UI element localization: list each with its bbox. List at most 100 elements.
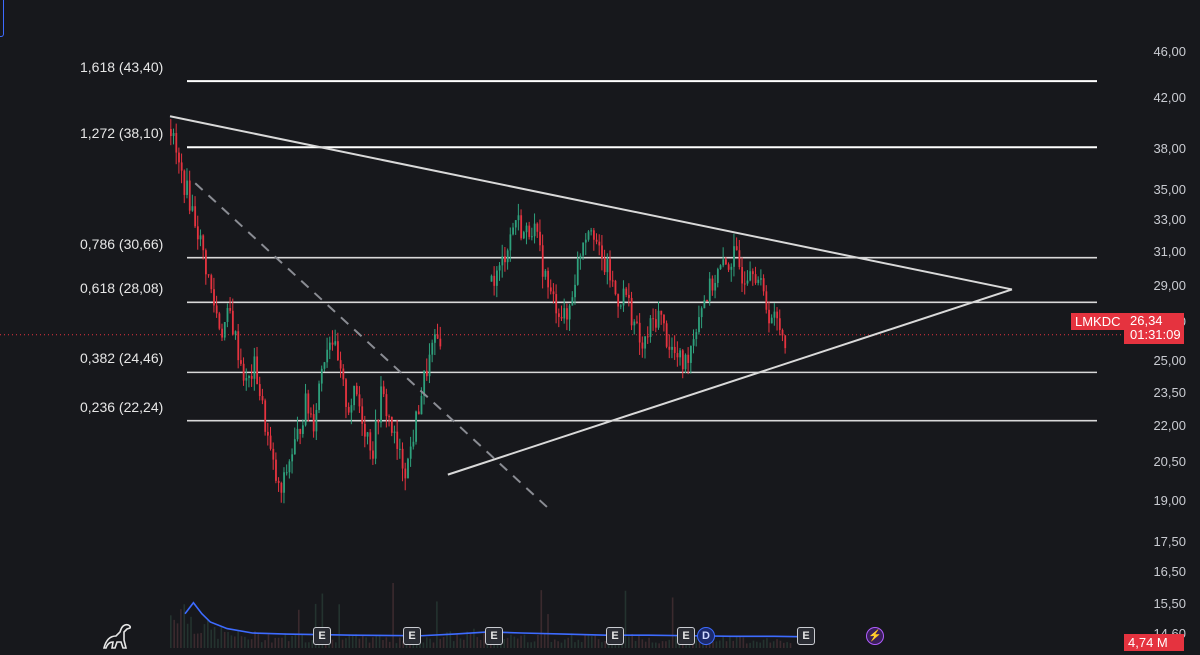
volume-bar xyxy=(530,642,532,648)
flash-event-icon[interactable]: ⚡ xyxy=(866,627,884,645)
volume-bar xyxy=(543,633,546,648)
fib-level-label: 1,618 (43,40) xyxy=(80,59,164,76)
volume-bar xyxy=(348,634,351,648)
volume-bar xyxy=(506,637,509,648)
candle-body xyxy=(541,245,544,277)
candle-body xyxy=(283,472,285,493)
candle-body xyxy=(180,162,183,171)
candle-body xyxy=(213,289,215,306)
candle-body xyxy=(234,331,237,335)
volume-bar xyxy=(355,634,357,648)
candle-body xyxy=(417,411,420,415)
candle-body xyxy=(285,472,288,474)
volume-bar xyxy=(388,641,391,648)
volume-bar xyxy=(547,614,549,648)
candle-body xyxy=(353,385,356,406)
candle-body xyxy=(339,360,342,369)
candle-body xyxy=(703,300,706,309)
candle-body xyxy=(590,230,593,232)
volume-bar xyxy=(651,642,654,648)
candle-body xyxy=(366,432,369,437)
candle-body xyxy=(312,414,315,432)
candle-body xyxy=(706,300,708,302)
candle-body xyxy=(593,230,595,240)
volume-bar xyxy=(634,641,637,648)
volume-bar xyxy=(429,638,431,648)
y-tick-label: 35,00 xyxy=(1153,182,1186,198)
candle-body xyxy=(579,255,582,259)
candle-body xyxy=(628,294,630,298)
volume-bar xyxy=(533,641,536,648)
volume-bar xyxy=(301,634,303,648)
volume-bar xyxy=(718,640,721,648)
volume-bar xyxy=(392,582,394,648)
candle-body xyxy=(730,266,733,270)
earnings-event-icon[interactable]: E xyxy=(313,627,331,645)
candle-body xyxy=(186,180,188,195)
candle-body xyxy=(657,310,660,328)
candle-body xyxy=(506,250,509,263)
candle-body xyxy=(310,413,312,415)
candle-body xyxy=(242,363,245,381)
earnings-event-icon[interactable]: E xyxy=(403,627,421,645)
candle-body xyxy=(261,396,264,401)
volume-bar xyxy=(587,634,590,648)
earnings-event-icon[interactable]: E xyxy=(606,627,624,645)
candle-body xyxy=(320,368,323,384)
candle-body xyxy=(415,411,417,442)
volume-bar xyxy=(479,639,482,648)
earnings-event-icon[interactable]: E xyxy=(485,627,503,645)
candle-body xyxy=(223,322,226,338)
candle-body xyxy=(347,406,350,413)
candle-body xyxy=(646,336,649,338)
volume-bar xyxy=(207,619,209,648)
volume-bar xyxy=(550,641,553,648)
volume-bar xyxy=(452,641,455,648)
candle-body xyxy=(183,170,186,195)
candle-body xyxy=(253,356,256,379)
candle-body xyxy=(574,284,576,298)
candlesticks xyxy=(170,119,787,504)
volume-bar xyxy=(425,637,428,648)
candle-body xyxy=(304,393,307,426)
volume-bar xyxy=(510,634,512,648)
volume-bar xyxy=(580,642,583,648)
y-tick-label: 22,00 xyxy=(1153,418,1186,434)
volume-bar xyxy=(591,636,593,648)
candle-body xyxy=(576,258,579,285)
volume-bar xyxy=(284,633,287,648)
volume-bar xyxy=(597,639,600,648)
candle-body xyxy=(221,328,223,338)
candle-body xyxy=(296,428,299,440)
candle-body xyxy=(552,291,555,295)
candle-body xyxy=(566,308,568,320)
candle-body xyxy=(760,278,762,280)
candle-body xyxy=(215,305,218,314)
candle-body xyxy=(514,220,517,228)
volume-bar xyxy=(560,642,563,648)
candle-body xyxy=(380,386,382,423)
volume-bar xyxy=(233,636,236,648)
candle-body xyxy=(528,225,531,237)
volume-bar xyxy=(681,643,684,648)
candle-body xyxy=(633,321,636,326)
candle-body xyxy=(178,152,180,163)
volume-bar xyxy=(463,639,465,648)
earnings-event-icon[interactable]: E xyxy=(677,627,695,645)
candle-body xyxy=(191,206,194,211)
volume-bar xyxy=(203,624,206,648)
candle-body xyxy=(762,278,765,292)
candle-body xyxy=(258,384,261,397)
volume-bar xyxy=(483,632,485,648)
volume-bar xyxy=(722,636,724,648)
fib-level-label: 1,272 (38,10) xyxy=(80,125,164,142)
candle-body xyxy=(663,314,665,324)
dividend-event-icon[interactable]: D xyxy=(697,627,715,645)
candle-body xyxy=(544,270,547,277)
earnings-event-icon[interactable]: E xyxy=(797,627,815,645)
candle-body xyxy=(547,270,550,288)
volume-bar xyxy=(749,642,751,648)
symbol-badge: LMKDC xyxy=(1071,313,1125,330)
y-tick-label: 15,50 xyxy=(1153,596,1186,612)
